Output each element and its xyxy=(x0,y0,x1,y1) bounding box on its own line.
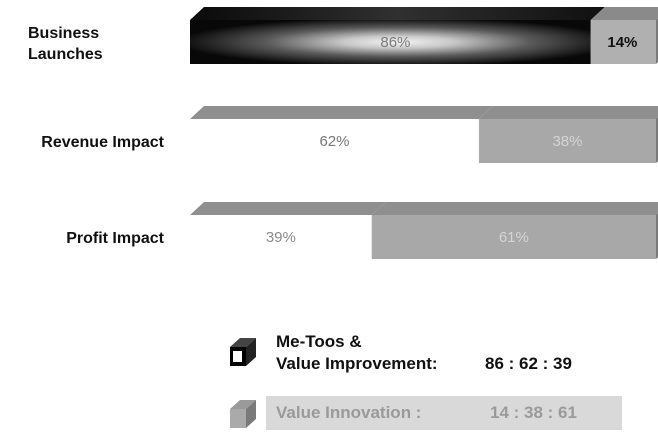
bar-metoos xyxy=(190,20,591,64)
bar-metoos xyxy=(190,215,372,259)
legend-metoos-values: 86 : 62 : 39 xyxy=(485,354,572,373)
data-label-innovation: 14% xyxy=(607,34,637,51)
legend-innovation-band xyxy=(266,396,622,430)
bar-innovation xyxy=(478,119,656,163)
bar-top-innovation xyxy=(371,202,658,215)
bar-group-2: 39% 61% xyxy=(190,202,658,259)
bar-innovation xyxy=(371,215,656,259)
bar-metoos xyxy=(190,119,479,163)
bar-top-innovation xyxy=(478,106,658,119)
data-label-innovation: 61% xyxy=(499,229,529,246)
legend-item-metoos: Me-Toos & Value Improvement: 86 : 62 : 3… xyxy=(228,330,648,390)
category-label: Profit Impact xyxy=(66,230,164,247)
data-label-innovation: 38% xyxy=(552,133,582,150)
legend-metoos-line2: Value Improvement: xyxy=(276,354,438,373)
legend-metoos-line1: Me-Toos & xyxy=(276,332,362,351)
dark-cube-icon xyxy=(230,338,256,366)
gray-cube-icon xyxy=(230,400,256,428)
category-label: Business xyxy=(28,25,99,42)
bar-top-metoos xyxy=(190,7,605,20)
legend: Me-Toos & Value Improvement: 86 : 62 : 3… xyxy=(228,330,648,430)
bar-group-0: 86% 14% xyxy=(190,7,658,64)
data-label-metoos: 39% xyxy=(266,229,296,246)
bar-top-metoos xyxy=(190,202,386,215)
bar-group-1: 62% 38% xyxy=(190,106,658,163)
category-label: Launches xyxy=(28,46,103,63)
data-label-metoos: 62% xyxy=(319,133,349,150)
legend-item-value-innovation: Value Innovation : 14 : 38 : 61 xyxy=(228,394,624,432)
legend-innovation-values: 14 : 38 : 61 xyxy=(490,403,577,422)
bar-top-innovation xyxy=(590,7,658,20)
data-label-metoos: 86% xyxy=(380,34,410,51)
bar-innovation xyxy=(590,20,656,64)
legend-innovation-label: Value Innovation : xyxy=(276,403,422,422)
bars-group: 86% 14% 62% 38% 39% 61% xyxy=(190,7,658,259)
category-label: Revenue Impact xyxy=(41,134,164,151)
category-labels-group: Business Launches Revenue Impact Profit Imp… xyxy=(28,25,165,247)
bar-top-metoos xyxy=(190,106,493,119)
